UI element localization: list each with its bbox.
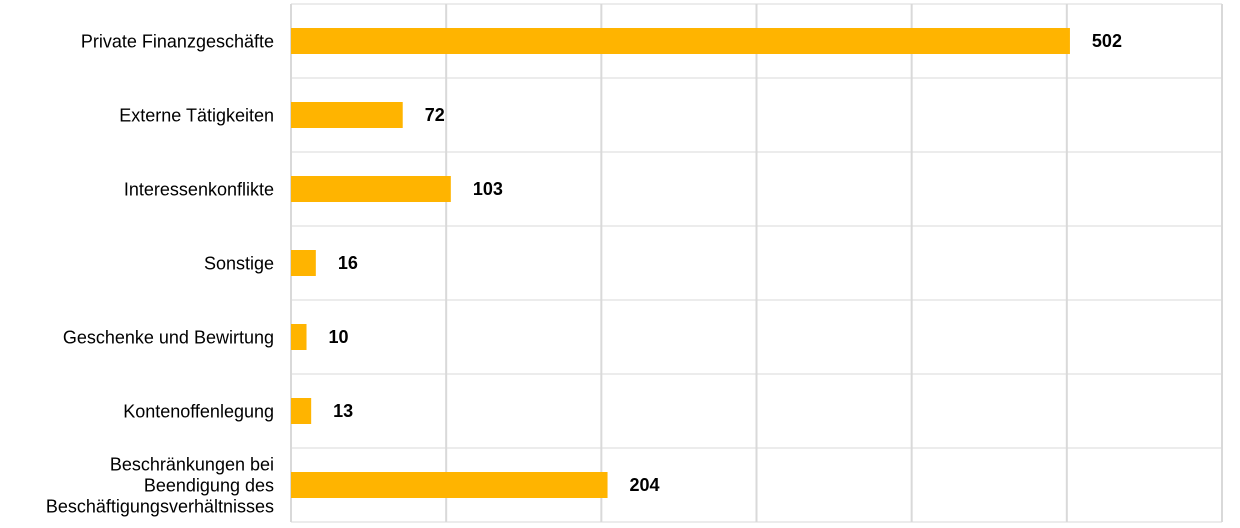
value-label: 502 (1092, 31, 1122, 51)
category-label: Kontenoffenlegung (123, 401, 274, 422)
category-label: Externe Tätigkeiten (119, 105, 274, 126)
category-label: Beschränkungen bei Beendigung des Beschä… (45, 454, 274, 517)
bar (291, 28, 1070, 54)
value-label: 10 (329, 327, 349, 347)
category-label: Geschenke und Bewirtung (62, 327, 274, 348)
bar (291, 472, 608, 498)
category-label: Sonstige (203, 253, 274, 274)
bar (291, 176, 451, 202)
bar (291, 250, 316, 276)
value-label: 16 (338, 253, 358, 273)
value-label: 13 (333, 401, 353, 421)
value-label: 103 (473, 179, 503, 199)
bar (291, 398, 312, 424)
category-label: Private Finanzgeschäfte (80, 31, 274, 52)
bar (291, 324, 307, 350)
value-label: 204 (630, 475, 660, 495)
value-label: 72 (425, 105, 445, 125)
bar (291, 102, 403, 128)
category-label: Interessenkonflikte (123, 179, 274, 200)
